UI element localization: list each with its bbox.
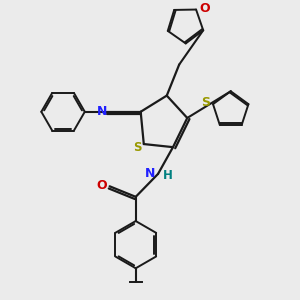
Text: H: H xyxy=(163,169,173,182)
Text: S: S xyxy=(133,141,142,154)
Text: N: N xyxy=(145,167,156,180)
Text: N: N xyxy=(97,105,107,118)
Text: O: O xyxy=(199,2,210,15)
Text: O: O xyxy=(97,178,107,191)
Text: S: S xyxy=(202,96,211,110)
